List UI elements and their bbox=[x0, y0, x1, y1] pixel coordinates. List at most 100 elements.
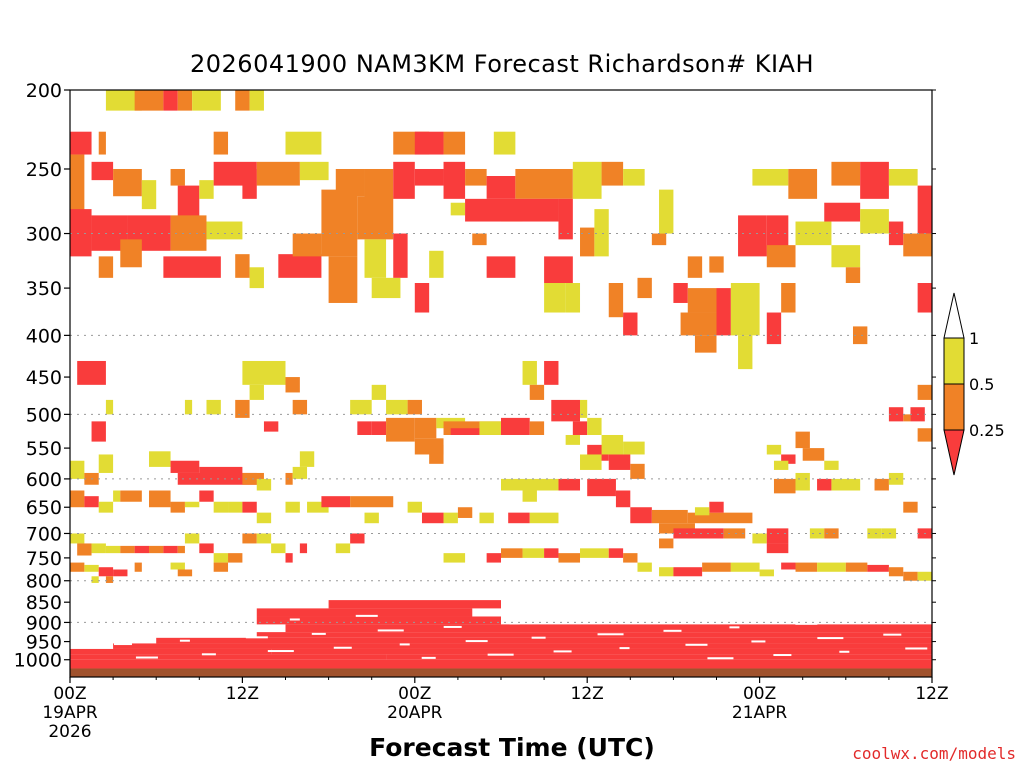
heatmap-cell-75 bbox=[651, 233, 667, 246]
band-gap-1 bbox=[91, 629, 106, 632]
heatmap-cell-56 bbox=[328, 256, 358, 303]
band-gap-4 bbox=[157, 625, 184, 628]
band-gap-38 bbox=[905, 647, 928, 650]
heatmap-cell-109 bbox=[292, 399, 308, 415]
heatmap-cell-10 bbox=[285, 131, 322, 155]
heatmap-cell-204 bbox=[659, 538, 674, 549]
heatmap-cell-54 bbox=[292, 233, 322, 257]
heatmap-cell-243 bbox=[113, 569, 128, 577]
heatmap-cell-160 bbox=[199, 466, 243, 479]
heatmap-cell-12 bbox=[414, 131, 444, 155]
heatmap-cell-232 bbox=[228, 553, 243, 563]
chart-title: 2026041900 NAM3KM Forecast Richardson# K… bbox=[190, 50, 814, 78]
heatmap-cell-179 bbox=[285, 501, 300, 513]
band-gap-31 bbox=[751, 640, 766, 643]
heatmap-cell-253 bbox=[522, 548, 545, 558]
y-tick-label-850: 850 bbox=[26, 592, 62, 614]
heatmap-cell-186 bbox=[443, 512, 458, 524]
heatmap-cell-248 bbox=[177, 569, 193, 577]
heatmap-cell-97 bbox=[903, 233, 932, 257]
heatmap-cell-157 bbox=[149, 451, 171, 467]
heatmap-cell-48 bbox=[98, 256, 114, 278]
heatmap-cell-71 bbox=[544, 256, 573, 284]
heatmap-cell-2 bbox=[163, 90, 178, 111]
heatmap-cell-51 bbox=[235, 254, 250, 278]
heatmap-cell-0 bbox=[105, 90, 142, 111]
heatmap-cell-116 bbox=[407, 399, 422, 415]
x-tick-label-3-0: 12Z bbox=[571, 684, 604, 704]
heatmap-cell-57 bbox=[357, 196, 394, 240]
heatmap-cell-106 bbox=[249, 384, 264, 400]
heatmap-cell-90 bbox=[738, 215, 767, 257]
band-gap-25 bbox=[619, 647, 630, 650]
heatmap-cell-13 bbox=[443, 131, 466, 155]
y-tick-label-400: 400 bbox=[26, 325, 62, 347]
x-tick-label-1-0: 12Z bbox=[226, 684, 259, 704]
heatmap-cell-226 bbox=[149, 545, 164, 554]
heatmap-cell-53 bbox=[278, 254, 322, 278]
heatmap-cell-92 bbox=[766, 245, 796, 268]
y-tick-label-700: 700 bbox=[26, 523, 62, 545]
heatmap-cell-267 bbox=[817, 562, 846, 572]
heatmap-cell-103 bbox=[105, 399, 114, 415]
credit-text: coolwx.com/models bbox=[852, 744, 1016, 763]
band-gap-37 bbox=[883, 633, 902, 636]
heatmap-cell-264 bbox=[759, 569, 774, 577]
heatmap-cell-164 bbox=[292, 466, 308, 479]
heatmap-cell-198 bbox=[687, 512, 753, 524]
heatmap-cell-202 bbox=[709, 501, 724, 513]
x-tick-label-4-1: 21APR bbox=[732, 703, 788, 723]
heatmap-cell-82 bbox=[709, 256, 724, 273]
band-gap-10 bbox=[289, 618, 300, 621]
heatmap-cell-270 bbox=[888, 567, 904, 577]
heatmap-cell-62 bbox=[429, 250, 444, 278]
heatmap-cell-143 bbox=[795, 431, 810, 449]
band-gap-8 bbox=[245, 636, 268, 639]
heatmap-cell-59 bbox=[371, 277, 401, 299]
heatmap-cell-29 bbox=[414, 168, 444, 186]
y-axis: 200 250 300 350 400 450 500 550 600 650 700 7508008… bbox=[14, 80, 936, 672]
band-gap-22 bbox=[553, 650, 572, 653]
x-tick-label-2-1: 20APR bbox=[387, 703, 443, 723]
band-gap-2 bbox=[113, 643, 132, 646]
heatmap-cell-114 bbox=[371, 384, 387, 400]
heatmap-cell-210 bbox=[773, 478, 796, 494]
band-gap-14 bbox=[377, 629, 404, 632]
band-gap-3 bbox=[135, 656, 158, 659]
heatmap-cell-139 bbox=[580, 454, 602, 470]
heatmap-cell-36 bbox=[623, 168, 645, 186]
heatmap-cell-128 bbox=[529, 421, 545, 435]
heatmap-cell-60 bbox=[393, 233, 408, 278]
band-gap-7 bbox=[223, 622, 242, 625]
legend-bin-1 bbox=[943, 383, 965, 431]
heatmap-cell-5 bbox=[235, 90, 250, 111]
heatmap-cell-108 bbox=[285, 377, 300, 393]
heatmap-cell-166 bbox=[70, 490, 85, 508]
band-gap-15 bbox=[399, 643, 410, 646]
heatmap-cell-165 bbox=[299, 451, 315, 467]
heatmap-cell-261 bbox=[673, 567, 703, 577]
heatmap-cell-118 bbox=[371, 421, 387, 435]
heatmap-cell-63 bbox=[450, 202, 466, 216]
heatmap-cell-154 bbox=[70, 460, 85, 479]
heatmap-cell-151 bbox=[917, 384, 932, 400]
heatmap-cell-221 bbox=[77, 543, 92, 556]
heatmap-cell-189 bbox=[508, 512, 530, 524]
y-tick-label-900: 900 bbox=[26, 612, 62, 634]
heatmap-cell-104 bbox=[91, 421, 106, 442]
heatmap-cell-174 bbox=[199, 490, 214, 502]
heatmap-cell-110 bbox=[263, 421, 279, 432]
band-gap-27 bbox=[663, 629, 682, 632]
heatmap-cell-131 bbox=[544, 360, 559, 385]
legend-bottom-arrow bbox=[943, 429, 965, 476]
heatmap-cell-136 bbox=[587, 417, 602, 435]
heatmap-cell-169 bbox=[113, 490, 121, 502]
heatmap-cell-23 bbox=[242, 168, 257, 199]
y-tick-label-600: 600 bbox=[26, 469, 62, 491]
band-gap-5 bbox=[179, 639, 190, 642]
heatmap-cell-229 bbox=[184, 533, 200, 544]
band-gap-24 bbox=[597, 633, 624, 636]
heatmap-cell-68 bbox=[558, 198, 573, 240]
heatmap-cell-251 bbox=[486, 553, 501, 563]
near-surface-cell-8 bbox=[256, 632, 932, 638]
